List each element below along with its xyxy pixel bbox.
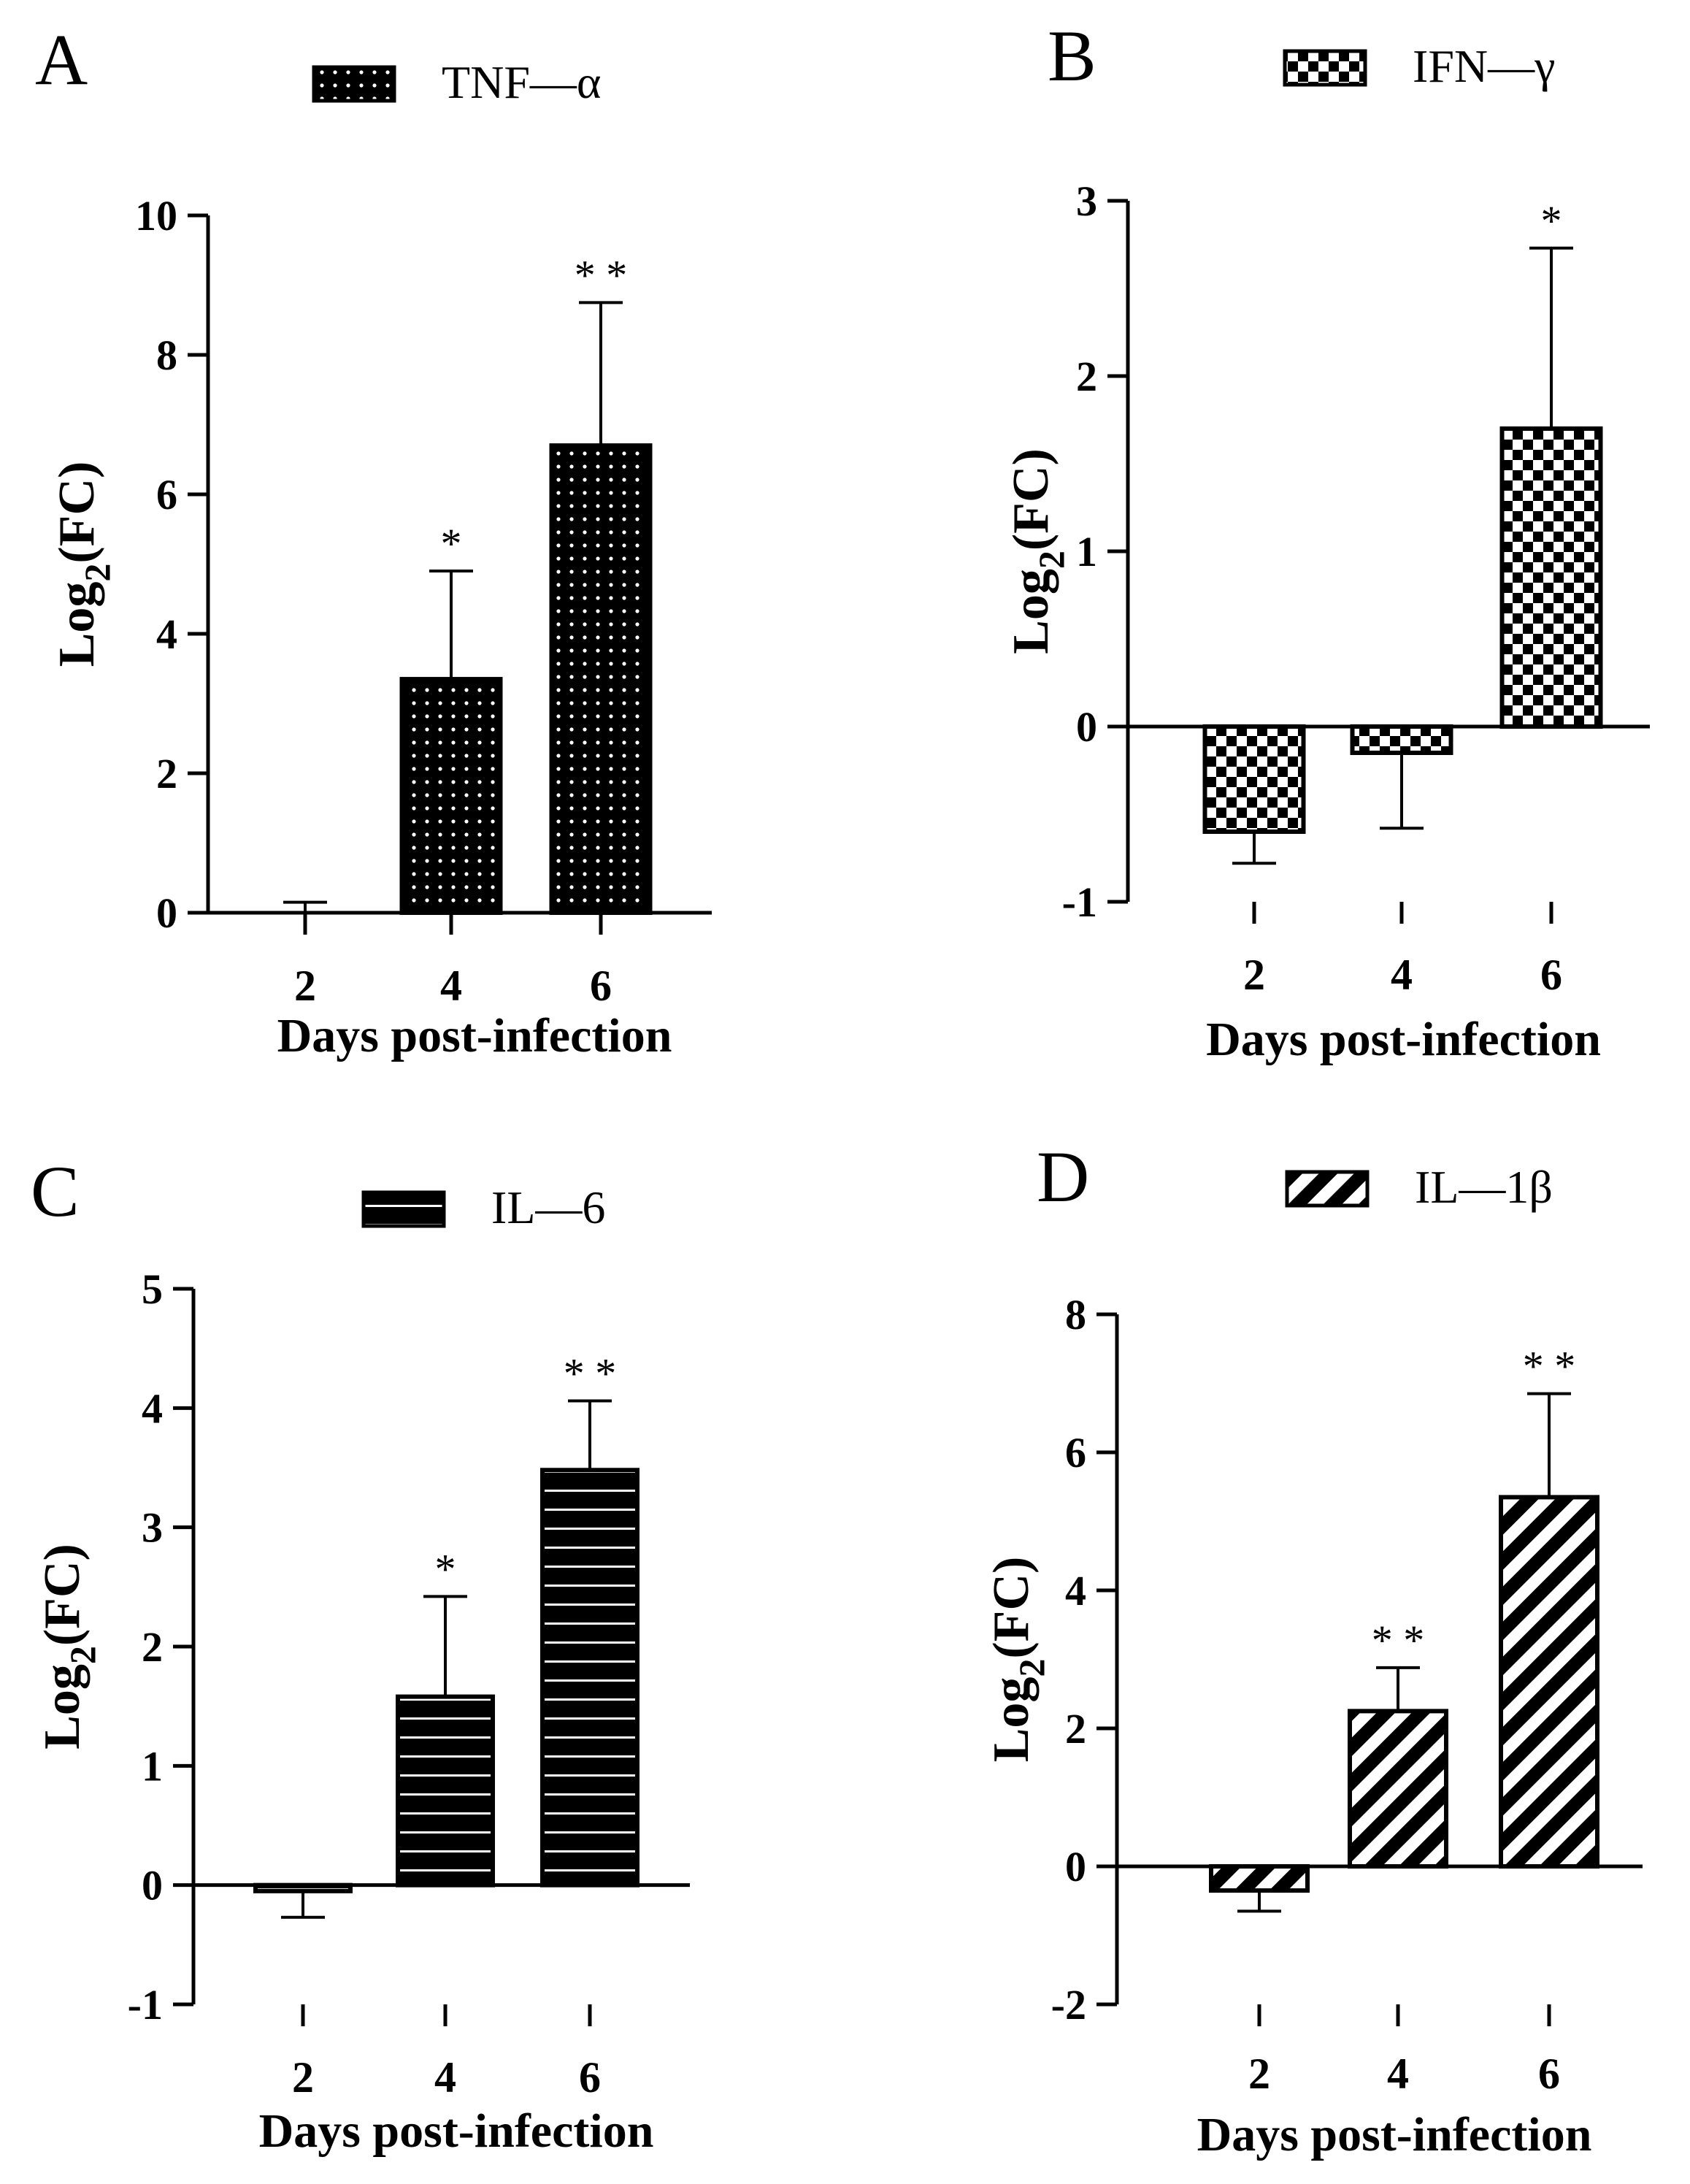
y-tick-label: 10 xyxy=(135,192,177,240)
legend-swatch xyxy=(361,1190,446,1228)
y-axis-title: Log2(FC) xyxy=(983,1557,1052,1763)
y-axis-title: Log2(FC) xyxy=(49,461,118,667)
significance-label: * xyxy=(441,520,462,567)
y-axis-title-tail: (FC) xyxy=(1003,448,1059,551)
y-tick-label: 4 xyxy=(1065,1567,1086,1614)
y-tick-label: 1 xyxy=(1076,528,1097,575)
significance-label: * * xyxy=(575,251,628,299)
y-tick-label: 1 xyxy=(142,1742,163,1790)
x-tick-label: 4 xyxy=(1387,2050,1409,2098)
legend-swatch xyxy=(1283,49,1367,87)
x-tick-label: 4 xyxy=(440,962,462,1010)
y-axis-title-main: Log xyxy=(49,582,105,667)
bar-day-6 xyxy=(1499,426,1603,729)
y-tick-label: 2 xyxy=(1065,1705,1086,1752)
significance-label: * * xyxy=(564,1350,617,1398)
significance-label: * * xyxy=(1372,1617,1425,1664)
y-tick-label: 3 xyxy=(142,1504,163,1552)
y-tick-label: 2 xyxy=(1076,353,1097,400)
x-tick-label: 6 xyxy=(1538,2050,1560,2098)
legend-label: IL—1β xyxy=(1415,1161,1553,1213)
y-axis-title-main: Log xyxy=(1003,569,1059,654)
y-tick-label: -1 xyxy=(1062,878,1097,926)
x-tick-label: 2 xyxy=(292,2053,314,2101)
chart-panel-d: D IL—1β -2 0 2 4 6 8 * * * * 2 4 6 Days post-infectio… xyxy=(983,1136,1643,2161)
y-axis-title-main: Log xyxy=(983,1677,1040,1763)
y-axis-title: Log2(FC) xyxy=(1003,448,1072,654)
bar-day-6 xyxy=(540,1468,639,1888)
legend-swatch xyxy=(1285,1170,1370,1208)
y-axis-title-tail: (FC) xyxy=(34,1544,91,1646)
y-tick-label: -1 xyxy=(128,1981,163,2028)
legend-label: IFN—γ xyxy=(1413,40,1555,92)
legend-swatch xyxy=(312,65,396,103)
x-axis-title: Days post-infection xyxy=(259,2104,654,2158)
bar-day-2 xyxy=(1202,724,1306,834)
x-tick-label: 2 xyxy=(294,962,316,1010)
y-tick-label: 4 xyxy=(156,610,177,658)
panel-letter: A xyxy=(35,19,88,100)
bar-day-4 xyxy=(1348,1709,1448,1869)
y-axis-title-tail: (FC) xyxy=(983,1557,1040,1659)
x-tick-label: 4 xyxy=(1391,951,1413,999)
x-axis-title: Days post-infection xyxy=(1206,1013,1601,1066)
y-tick-label: 0 xyxy=(156,889,177,937)
y-tick-label: 2 xyxy=(142,1623,163,1671)
y-axis-title-sub: 2 xyxy=(1031,551,1072,569)
y-tick-label: 0 xyxy=(1065,1843,1086,1890)
x-axis-title: Days post-infection xyxy=(1197,2108,1592,2161)
panel-letter: C xyxy=(31,1151,80,1232)
y-axis-title-sub: 2 xyxy=(62,1646,103,1664)
y-tick-label: 4 xyxy=(142,1384,163,1432)
legend-label: TNF—α xyxy=(442,56,601,108)
y-tick-label: 6 xyxy=(156,471,177,518)
x-tick-label: 6 xyxy=(590,962,612,1010)
y-axis-title-tail: (FC) xyxy=(49,461,105,564)
bar-day-4 xyxy=(396,1694,495,1888)
panel-letter: D xyxy=(1037,1136,1089,1217)
y-tick-label: 5 xyxy=(142,1265,163,1313)
x-tick-label: 2 xyxy=(1248,2050,1270,2098)
significance-label: * * xyxy=(1523,1343,1576,1390)
x-tick-label: 6 xyxy=(579,2053,601,2101)
y-tick-label: 8 xyxy=(156,332,177,379)
bar-day-6 xyxy=(1499,1495,1599,1869)
bar-day-4 xyxy=(399,677,503,915)
x-tick-label: 6 xyxy=(1540,951,1562,999)
y-axis-title-sub: 2 xyxy=(1011,1659,1052,1677)
y-tick-label: 8 xyxy=(1065,1291,1086,1338)
y-tick-label: -2 xyxy=(1051,1981,1086,2028)
y-axis-title-main: Log xyxy=(34,1664,91,1750)
x-tick-label: 4 xyxy=(434,2053,456,2101)
x-tick-label: 2 xyxy=(1243,951,1265,999)
y-axis-title-sub: 2 xyxy=(77,564,118,582)
y-tick-label: 6 xyxy=(1065,1429,1086,1476)
significance-label: * xyxy=(1541,197,1562,245)
bar-day-4 xyxy=(1350,724,1453,755)
bar-day-6 xyxy=(549,443,653,915)
y-tick-label: 0 xyxy=(142,1862,163,1909)
y-tick-label: 2 xyxy=(156,750,177,797)
bar-day-2 xyxy=(1209,1864,1310,1893)
panel-letter: B xyxy=(1048,15,1096,96)
y-tick-label: 0 xyxy=(1076,703,1097,751)
y-axis-title: Log2(FC) xyxy=(34,1544,103,1750)
y-tick-label: 3 xyxy=(1076,177,1097,225)
significance-label: * xyxy=(435,1545,456,1593)
legend-label: IL—6 xyxy=(491,1181,605,1233)
x-axis-title: Days post-infection xyxy=(277,1009,672,1062)
